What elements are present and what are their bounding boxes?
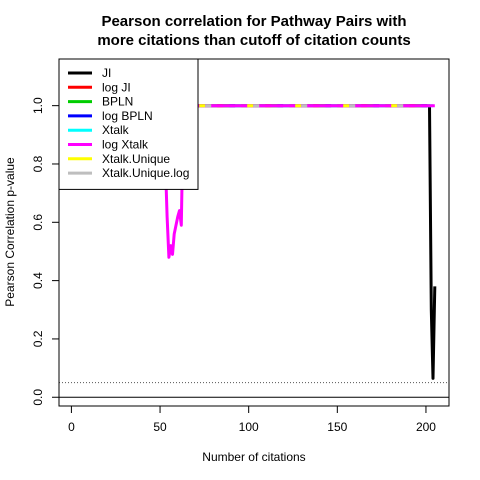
y-tick-label-5: 1.0 (31, 97, 45, 114)
legend-label-3: log BPLN (102, 109, 153, 123)
legend-label-6: Xtalk.Unique (102, 152, 170, 166)
reference-lines (59, 382, 449, 398)
legend-label-1: log JI (102, 80, 131, 94)
x-axis-label: Number of citations (202, 450, 305, 464)
chart-title-line1: Pearson correlation for Pathway Pairs wi… (101, 13, 406, 30)
chart-title-line2: more citations than cutoff of citation c… (97, 32, 410, 49)
legend-label-5: log Xtalk (102, 138, 149, 152)
y-axis: 0.0 0.2 0.4 0.6 0.8 1.0 (31, 97, 60, 406)
y-tick-label-3: 0.6 (31, 214, 45, 231)
legend-box (58, 58, 199, 190)
y-tick-label-0: 0.0 (31, 389, 45, 406)
legend-label-4: Xtalk (102, 123, 130, 137)
x-tick-label-0: 0 (68, 420, 75, 434)
legend-label-7: Xtalk.Unique.log (102, 166, 189, 180)
y-axis-label: Pearson Correlation p-value (3, 157, 17, 307)
y-tick-label-1: 0.2 (31, 330, 45, 347)
y-tick-label-4: 0.8 (31, 155, 45, 172)
x-tick-label-4: 200 (416, 420, 436, 434)
legend-label-2: BPLN (102, 95, 133, 109)
x-tick-label-1: 50 (153, 420, 167, 434)
legend-label-0: JI (102, 66, 111, 80)
x-tick-label-3: 150 (327, 420, 347, 434)
y-tick-label-2: 0.4 (31, 272, 45, 289)
x-tick-label-2: 100 (239, 420, 259, 434)
x-axis: 0 50 100 150 200 (68, 405, 436, 434)
